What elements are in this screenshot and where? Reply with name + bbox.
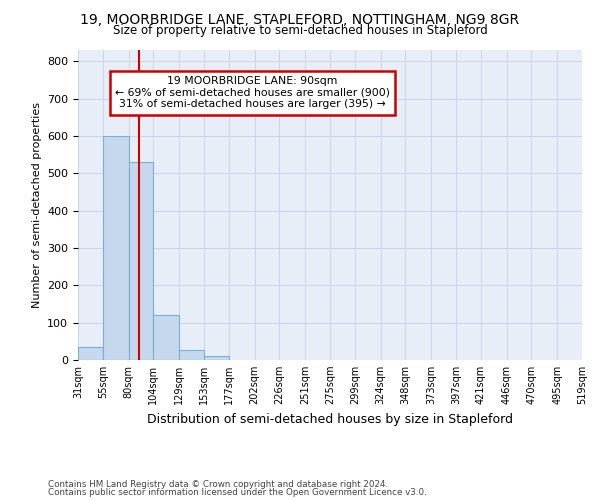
Bar [103, 136, 128, 360]
Text: Size of property relative to semi-detached houses in Stapleford: Size of property relative to semi-detach… [113, 24, 487, 37]
Text: Contains HM Land Registry data © Crown copyright and database right 2024.: Contains HM Land Registry data © Crown c… [48, 480, 388, 489]
Text: 19 MOORBRIDGE LANE: 90sqm
← 69% of semi-detached houses are smaller (900)
31% of: 19 MOORBRIDGE LANE: 90sqm ← 69% of semi-… [115, 76, 390, 110]
Text: 19, MOORBRIDGE LANE, STAPLEFORD, NOTTINGHAM, NG9 8GR: 19, MOORBRIDGE LANE, STAPLEFORD, NOTTING… [80, 12, 520, 26]
Text: Contains public sector information licensed under the Open Government Licence v3: Contains public sector information licen… [48, 488, 427, 497]
Bar [128, 162, 154, 360]
Bar [78, 347, 103, 360]
X-axis label: Distribution of semi-detached houses by size in Stapleford: Distribution of semi-detached houses by … [147, 412, 513, 426]
Bar [179, 350, 204, 360]
Y-axis label: Number of semi-detached properties: Number of semi-detached properties [32, 102, 41, 308]
Bar [154, 315, 179, 360]
Bar [204, 356, 229, 360]
